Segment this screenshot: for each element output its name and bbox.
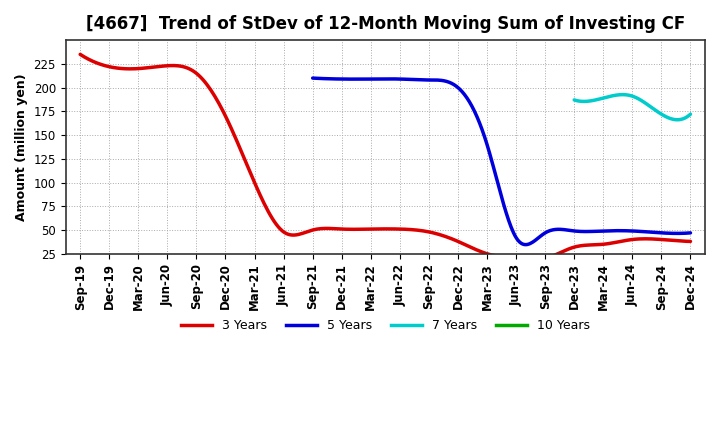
Legend: 3 Years, 5 Years, 7 Years, 10 Years: 3 Years, 5 Years, 7 Years, 10 Years [176,314,595,337]
Title: [4667]  Trend of StDev of 12-Month Moving Sum of Investing CF: [4667] Trend of StDev of 12-Month Moving… [86,15,685,33]
Y-axis label: Amount (million yen): Amount (million yen) [15,73,28,221]
